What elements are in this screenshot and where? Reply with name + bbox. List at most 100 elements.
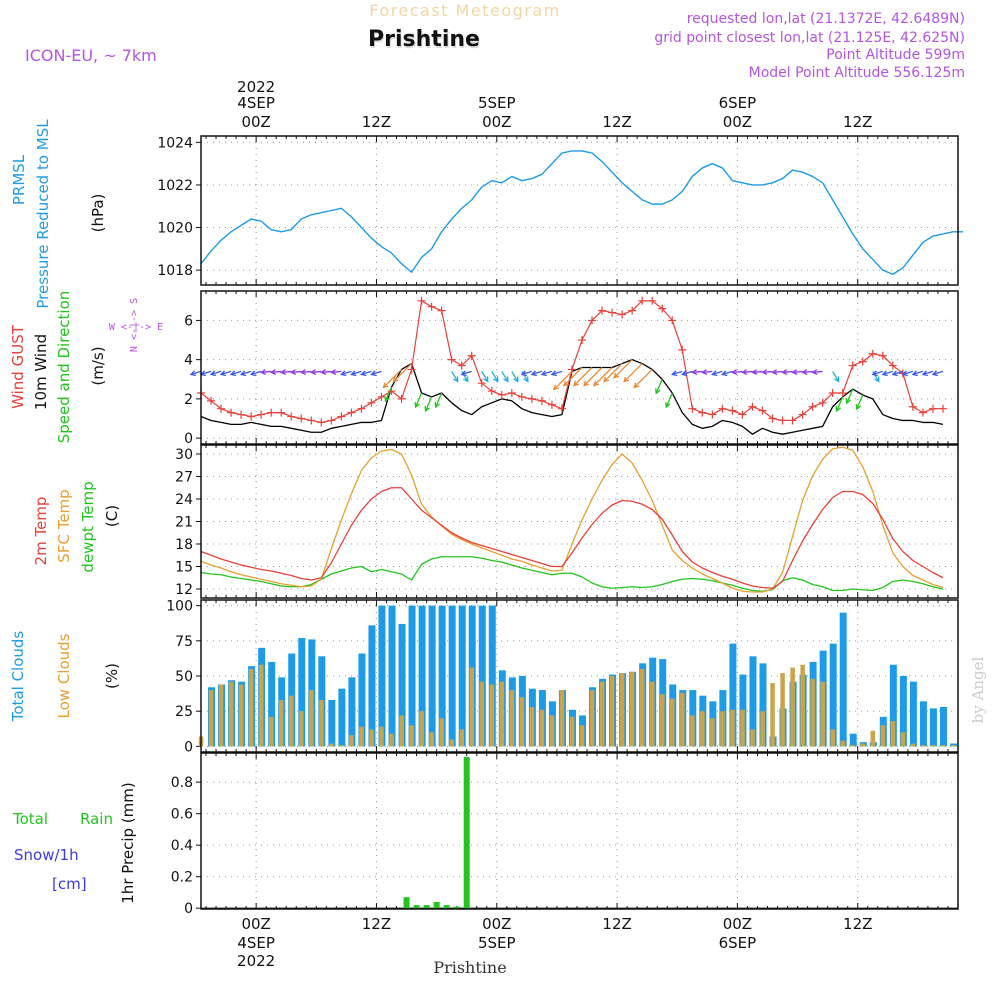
wind-arrow-head	[771, 369, 778, 375]
wind-arrow-head	[189, 370, 197, 377]
wind-arrow	[762, 370, 773, 374]
wind-arrow	[501, 371, 509, 382]
dewpt-line	[200, 556, 944, 592]
gust-marker	[407, 365, 416, 374]
wind-arrow	[425, 396, 433, 412]
low-cloud-bar	[850, 744, 856, 747]
low-cloud-bar	[609, 676, 615, 747]
wind-arrow	[712, 370, 723, 376]
wind-arrow	[722, 370, 733, 376]
wind-arrow-head	[583, 380, 590, 387]
wind-frame	[200, 290, 959, 445]
gust-marker	[738, 410, 747, 419]
wind-arrow-head	[229, 370, 237, 377]
gust-marker	[868, 349, 877, 358]
low-cloud-bar	[319, 699, 324, 747]
gust-marker	[748, 402, 757, 411]
wind-arrow	[361, 370, 372, 376]
gust-marker	[838, 389, 847, 397]
gust-marker	[638, 296, 647, 305]
wind-arrow-head	[382, 382, 389, 389]
gust-marker	[267, 408, 276, 417]
wind-arrow	[383, 369, 402, 388]
wind-arrow	[902, 370, 914, 376]
wind-arrow	[593, 367, 613, 386]
bottom-hour-label: 00Z	[723, 915, 752, 933]
wind-arrow-head	[855, 403, 862, 411]
wind-arrow-head	[921, 370, 928, 377]
low-cloud-bar	[599, 681, 605, 747]
bottom-hour-label: 00Z	[482, 915, 511, 933]
gust-marker	[808, 402, 817, 411]
low-clouds-label: Low Clouds	[55, 633, 73, 718]
wind-arrow-head	[871, 370, 878, 377]
total-cloud-bar	[408, 605, 416, 747]
gust-marker	[477, 379, 486, 388]
gust-marker	[588, 316, 597, 325]
gust-marker	[457, 361, 466, 370]
wind-arrow	[461, 370, 472, 376]
low-cloud-bar	[429, 732, 434, 747]
wind-arrow-head	[319, 369, 327, 375]
wind-arrow	[732, 370, 743, 374]
wind-arrow-head	[891, 370, 898, 377]
total-cloud-bar	[438, 605, 446, 747]
rain-bar	[463, 756, 470, 909]
wind-arrow	[531, 370, 543, 376]
total-cloud-bar	[458, 605, 466, 747]
clouds-unit: (%)	[103, 663, 121, 689]
wind-arrow-head	[550, 370, 557, 377]
gust-marker	[237, 410, 246, 419]
wind-ytick-label: 6	[184, 313, 193, 329]
requested-coords: requested lon,lat (21.1372E, 42.6489N)	[687, 11, 965, 27]
gust-marker	[678, 345, 687, 354]
low-cloud-bar	[670, 698, 675, 747]
pressure-line	[200, 150, 964, 276]
low-cloud-bar	[649, 681, 655, 747]
gust-marker	[778, 416, 787, 425]
compass-ns: N <-|-> S	[129, 298, 140, 352]
precip-unit: 1hr Precip (mm)	[119, 782, 137, 903]
wind-arrow-head	[563, 380, 569, 387]
wind-unit: (m/s)	[89, 346, 107, 385]
total-cloud-bar	[328, 699, 336, 747]
pressure-label-2: Pressure Reduced to MSL	[34, 119, 52, 309]
low-cloud-bar	[820, 681, 825, 747]
temp2m-line	[200, 487, 944, 589]
wind-arrow-head	[460, 370, 467, 377]
wind-arrow	[551, 370, 563, 376]
gust-marker	[217, 404, 226, 413]
total-cloud-bar	[388, 605, 396, 747]
gust-marker	[858, 357, 867, 366]
wind-arrow-head	[239, 370, 247, 377]
pressure-ytick-label: 1024	[157, 135, 193, 151]
wind-arrow	[613, 359, 633, 379]
gust-marker	[668, 316, 677, 325]
low-cloud-bar	[409, 725, 414, 747]
gust-marker	[928, 404, 937, 413]
wind-arrow-head	[384, 396, 390, 403]
wind-arrow	[846, 388, 854, 404]
wind-label: 10m Wind	[32, 334, 50, 410]
wind-arrow	[623, 363, 643, 383]
wind-arrow	[414, 392, 423, 408]
gust-marker	[277, 408, 286, 417]
low-cloud-bar	[479, 681, 485, 747]
bottom-hour-label: 12Z	[362, 915, 391, 933]
low-cloud-bar	[579, 725, 585, 747]
wind-arrow-head	[701, 369, 708, 375]
low-cloud-bar	[228, 681, 234, 747]
temp-unit: (C)	[103, 505, 121, 527]
rain-bar	[403, 897, 410, 909]
low-cloud-bar	[870, 730, 876, 747]
gust-marker	[327, 416, 336, 425]
wind-arrow-head	[209, 370, 217, 377]
gust-marker	[507, 389, 516, 397]
model-altitude: Model Point Altitude 556.125m	[749, 65, 965, 81]
bottom-hour-label: 12Z	[602, 915, 631, 933]
snow-label: Snow/1h	[14, 846, 79, 864]
wind-arrow-head	[711, 370, 718, 377]
total-cloud-bar	[749, 656, 757, 747]
location-title: Prishtine	[368, 27, 480, 52]
footer-location: Prishtine	[433, 958, 506, 977]
